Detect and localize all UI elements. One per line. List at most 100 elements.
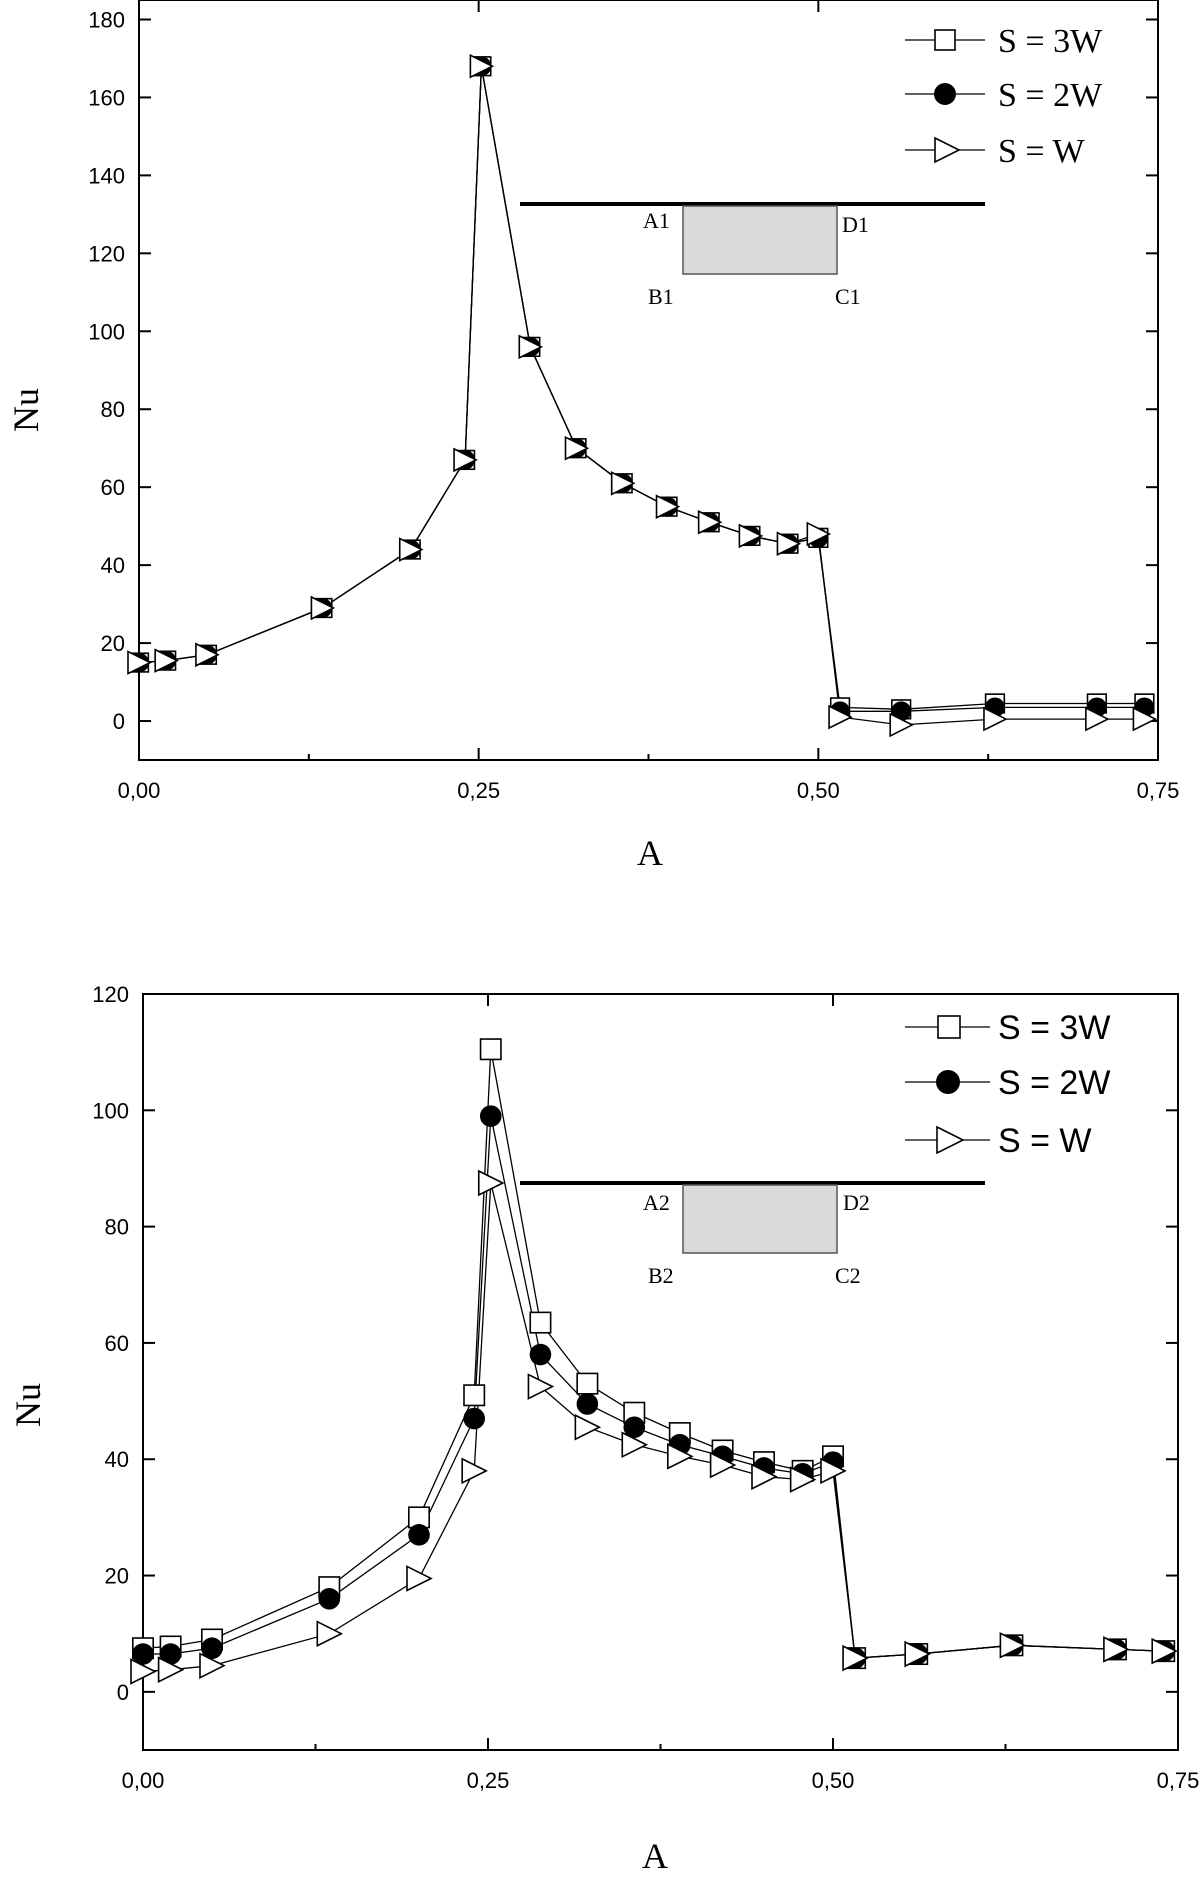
data-point-s2w <box>576 1393 599 1415</box>
x-tick-label: 0,75 <box>1137 778 1180 803</box>
data-point-sw <box>398 537 424 562</box>
inset-label-a: A1 <box>643 208 670 233</box>
legend-triangle-marker <box>934 136 961 164</box>
legend-label: S = 3W <box>998 1009 1110 1047</box>
legend: S = 3W S = 2W S = W <box>905 1009 1110 1160</box>
series-line-s3w <box>138 66 1145 710</box>
y-tick-label: 20 <box>101 631 125 656</box>
chart-top: 0,00 0,25 0,50 0,75 0 20 40 60 80 100 120 140 160 180… <box>6 0 1179 873</box>
inset-label-b: B2 <box>648 1263 674 1288</box>
x-tick-label: 0,50 <box>797 778 840 803</box>
data-point-sw <box>199 1652 226 1679</box>
data-point-s3w <box>479 1038 502 1061</box>
legend-label: S = W <box>998 1122 1092 1160</box>
block-shape <box>682 1184 838 1254</box>
y-tick-label: 100 <box>92 1098 129 1123</box>
data-point-sw <box>461 1457 488 1485</box>
data-point-sw <box>610 470 636 496</box>
series-layer <box>130 1038 1178 1685</box>
data-point-sw <box>655 494 681 519</box>
legend-triangle-marker <box>936 1125 965 1155</box>
block-shape <box>682 205 838 275</box>
chart-bottom: 0,00 0,25 0,50 0,75 0 20 40 60 80 100 120 A2 D2 B2… <box>8 982 1199 1876</box>
legend-circle-marker <box>934 83 956 105</box>
data-point-sw <box>1103 1636 1130 1663</box>
data-point-sw <box>1132 706 1158 732</box>
data-point-s2w <box>318 1588 341 1610</box>
y-axis-title: Nu <box>8 1383 48 1427</box>
data-point-sw <box>776 531 802 556</box>
geometry-inset: A2 D2 B2 C2 <box>520 1181 985 1288</box>
inset-label-d: D2 <box>843 1190 870 1215</box>
data-point-s2w <box>132 1643 154 1665</box>
y-tick-label: 60 <box>105 1331 129 1356</box>
legend-item-sw: S = W <box>905 133 1085 170</box>
data-point-sw <box>154 648 179 673</box>
data-point-sw <box>751 1463 778 1490</box>
data-point-s2w <box>463 1407 486 1430</box>
axis-ticks: 0,00 0,25 0,50 0,75 0 20 40 60 80 100 120 140 160 180 <box>88 0 1179 803</box>
data-point-s2w <box>408 1524 430 1546</box>
data-point-sw <box>130 1658 157 1685</box>
data-point-s2w <box>159 1643 182 1665</box>
geometry-inset: A1 D1 B1 C1 <box>520 202 985 309</box>
series-layer <box>127 53 1158 738</box>
inset-label-c: C2 <box>835 1263 861 1288</box>
y-tick-label: 100 <box>88 319 125 344</box>
data-point-sw <box>518 334 544 360</box>
data-point-sw <box>527 1373 555 1400</box>
series-line-sw <box>138 66 1145 726</box>
y-axis-title: Nu <box>6 388 46 432</box>
legend-square-marker <box>937 1015 961 1039</box>
x-axis-title: A <box>642 1836 668 1876</box>
y-tick-label: 0 <box>113 709 125 734</box>
legend-item-s2w: S = 2W <box>905 1064 1110 1102</box>
data-point-sw <box>469 53 495 79</box>
data-point-sw <box>789 1466 817 1493</box>
data-point-sw <box>842 1644 869 1672</box>
data-point-sw <box>709 1451 737 1479</box>
series-line-s2w <box>138 66 1145 712</box>
x-tick-label: 0,50 <box>812 1768 855 1793</box>
data-point-s2w <box>529 1343 552 1366</box>
y-tick-label: 180 <box>88 7 125 32</box>
data-point-sw <box>127 650 152 675</box>
y-tick-label: 0 <box>117 1680 129 1705</box>
data-point-sw <box>406 1565 433 1592</box>
data-point-s3w <box>463 1384 486 1407</box>
inset-label-b: B1 <box>648 284 674 309</box>
legend-label: S = 3W <box>998 23 1103 60</box>
data-point-sw <box>564 435 590 461</box>
legend-item-s2w: S = 2W <box>905 77 1103 114</box>
x-axis-title: A <box>637 833 663 873</box>
inset-label-c: C1 <box>835 284 861 309</box>
data-point-sw <box>999 1632 1027 1659</box>
data-point-s3w <box>576 1372 599 1395</box>
data-point-s2w <box>201 1637 223 1660</box>
data-point-sw <box>316 1620 344 1647</box>
legend-label: S = 2W <box>998 77 1103 114</box>
legend-circle-marker <box>936 1070 960 1094</box>
data-point-sw <box>1151 1637 1178 1665</box>
data-point-sw <box>983 706 1008 732</box>
data-point-sw <box>157 1656 185 1684</box>
x-tick-label: 0,00 <box>122 1768 165 1793</box>
data-point-sw <box>310 595 336 621</box>
y-tick-label: 80 <box>101 397 125 422</box>
x-tick-label: 0,25 <box>457 778 500 803</box>
data-point-sw <box>453 447 478 473</box>
legend-item-s3w: S = 3W <box>905 1009 1110 1047</box>
data-point-sw <box>477 1169 505 1197</box>
data-point-sw <box>820 1457 847 1485</box>
y-tick-label: 120 <box>92 982 129 1007</box>
legend-item-sw: S = W <box>905 1122 1092 1160</box>
plot-frame <box>138 0 1159 761</box>
data-point-sw <box>738 523 764 549</box>
data-point-sw <box>828 704 853 730</box>
y-tick-label: 160 <box>88 85 125 110</box>
data-point-sw <box>667 1443 694 1470</box>
inset-label-a: A2 <box>643 1190 670 1215</box>
y-tick-label: 20 <box>105 1564 129 1589</box>
legend: S = 3W S = 2W S = W <box>905 23 1103 170</box>
data-point-sw <box>1085 706 1110 732</box>
